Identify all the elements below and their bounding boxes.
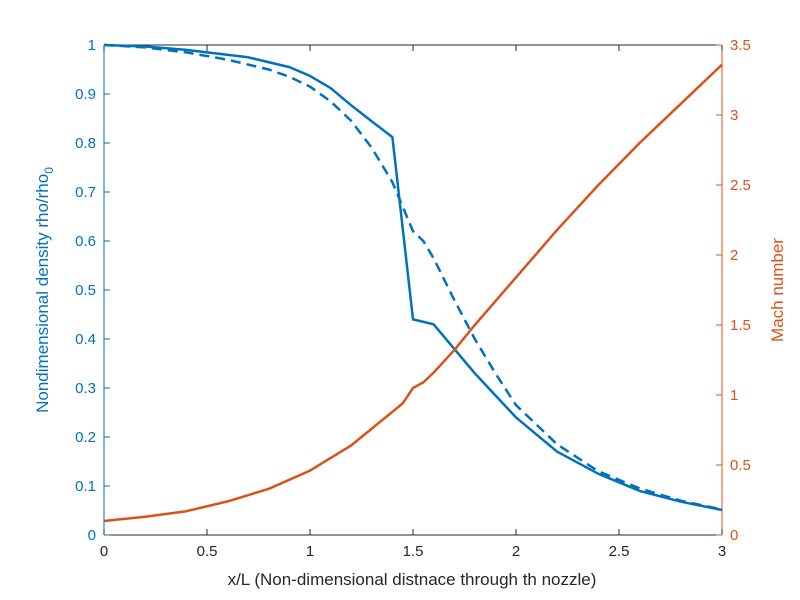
y-right-tick-label: 0.5 xyxy=(730,457,751,474)
tick-labels: 0 0.5 1 1.5 2 2.5 300.10.20.30.40.50.60.70.80.… xyxy=(75,37,751,560)
y-left-tick-label: 0.1 xyxy=(75,478,96,495)
y-left-tick-label: 0.7 xyxy=(75,184,96,201)
y-left-tick-label: 0.3 xyxy=(75,380,96,397)
y-left-tick-label: 0.5 xyxy=(75,282,96,299)
y-right-tick-label: 1 xyxy=(730,387,738,404)
y-right-tick-label: 0 xyxy=(730,527,738,544)
y-axis-left-label-main: Nondimensional density rho/rho xyxy=(33,174,52,413)
x-tick-label: 0.5 xyxy=(197,543,218,560)
y-right-tick-label: 2 xyxy=(730,247,738,264)
plot-axes xyxy=(103,44,723,536)
y-left-tick-label: 0.9 xyxy=(75,86,96,103)
x-tick-label: 1.5 xyxy=(403,543,424,560)
x-tick-label: 2 xyxy=(512,543,520,560)
density-solid-line xyxy=(103,43,723,512)
y-left-tick-label: 0.6 xyxy=(75,233,96,250)
y-right-tick-label: 3.5 xyxy=(730,37,751,54)
x-tick-label: 3 xyxy=(718,543,726,560)
density-dashed-line xyxy=(103,43,723,511)
x-tick-label: 0 xyxy=(100,543,108,560)
y-right-tick-label: 2.5 xyxy=(730,177,751,194)
y-left-tick-label: 0.4 xyxy=(75,331,96,348)
x-tick-label: 2.5 xyxy=(609,543,630,560)
plot-series xyxy=(103,43,723,523)
mach-number-line xyxy=(103,63,723,523)
y-right-tick-label: 1.5 xyxy=(730,317,751,334)
y-left-tick-label: 1 xyxy=(88,37,96,54)
y-axis-left-label-subscript: 0 xyxy=(42,167,56,174)
y-axis-right-label: Mach number xyxy=(768,238,787,342)
y-right-tick-label: 3 xyxy=(730,107,738,124)
y-left-tick-label: 0.8 xyxy=(75,135,96,152)
x-axis-label: x/L (Non-dimensional distnace through th… xyxy=(228,570,597,589)
y-left-tick-label: 0.2 xyxy=(75,429,96,446)
y-axis-left-label: Nondimensional density rho/rho0 xyxy=(33,167,56,413)
y-left-tick-label: 0 xyxy=(88,527,96,544)
x-tick-label: 1 xyxy=(306,543,314,560)
